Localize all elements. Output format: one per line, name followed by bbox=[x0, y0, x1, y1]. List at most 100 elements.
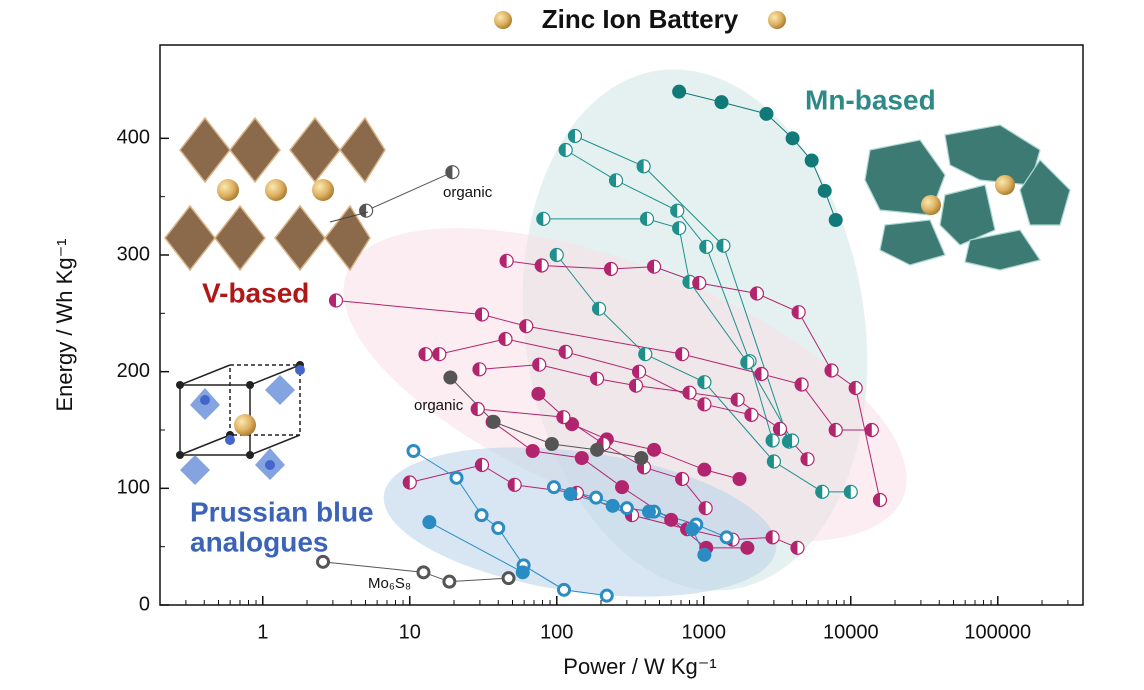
marker-half bbox=[403, 476, 410, 489]
data-point bbox=[664, 512, 679, 527]
marker-half bbox=[754, 367, 762, 381]
data-point bbox=[646, 259, 662, 274]
marker-half bbox=[559, 345, 566, 359]
data-point bbox=[848, 380, 863, 396]
data-point bbox=[544, 437, 559, 451]
x-tick-label: 1000 bbox=[682, 621, 727, 643]
data-point bbox=[672, 221, 687, 236]
data-point bbox=[402, 475, 417, 490]
marker-half bbox=[475, 458, 482, 472]
marker-body bbox=[316, 554, 331, 569]
data-point bbox=[672, 84, 687, 99]
marker-body bbox=[817, 183, 832, 198]
marker-body bbox=[759, 106, 774, 121]
data-point bbox=[872, 492, 888, 508]
data-point bbox=[800, 452, 815, 467]
data-point bbox=[532, 357, 547, 372]
data-point bbox=[716, 238, 731, 253]
marker-half bbox=[744, 408, 752, 422]
title-group: Zinc Ion Battery bbox=[494, 4, 786, 34]
marker-body bbox=[416, 565, 431, 580]
marker-body bbox=[546, 480, 561, 495]
marker-body bbox=[442, 574, 457, 589]
marker-body bbox=[525, 444, 540, 458]
data-point bbox=[605, 498, 620, 513]
data-point bbox=[519, 319, 534, 334]
series-line bbox=[322, 561, 509, 583]
data-point bbox=[719, 530, 734, 545]
data-point bbox=[639, 211, 655, 226]
series-line bbox=[506, 260, 881, 501]
marker-body bbox=[574, 451, 589, 465]
data-point bbox=[732, 472, 747, 486]
data-point bbox=[785, 131, 800, 146]
data-point bbox=[692, 275, 707, 291]
y-tick-label: 0 bbox=[139, 593, 150, 615]
marker-half bbox=[785, 434, 793, 447]
marker-body bbox=[531, 386, 546, 401]
marker-body bbox=[732, 472, 747, 486]
marker-half bbox=[829, 423, 836, 437]
plot-frame bbox=[159, 44, 1084, 606]
data-point bbox=[474, 508, 489, 523]
marker-half bbox=[329, 294, 337, 307]
data-point bbox=[556, 582, 571, 597]
data-point bbox=[790, 540, 805, 555]
data-point bbox=[817, 183, 832, 198]
marker-half bbox=[559, 143, 566, 157]
marker-body bbox=[515, 565, 530, 580]
data-point bbox=[697, 375, 712, 390]
marker-half bbox=[767, 455, 774, 468]
data-point bbox=[567, 128, 583, 144]
v-structure-illustration bbox=[164, 116, 386, 272]
marker-half bbox=[604, 262, 612, 276]
marker-half bbox=[359, 204, 367, 218]
data-point bbox=[699, 239, 714, 254]
data-point bbox=[472, 362, 487, 377]
data-point bbox=[824, 363, 839, 378]
data-point bbox=[864, 422, 879, 438]
data-point bbox=[828, 213, 843, 227]
data-point bbox=[754, 366, 769, 382]
marker-body bbox=[422, 515, 437, 530]
data-point bbox=[749, 286, 765, 301]
marker-half bbox=[535, 259, 542, 273]
data-point bbox=[675, 471, 690, 487]
data-point bbox=[491, 521, 506, 535]
data-point bbox=[474, 307, 490, 322]
data-point bbox=[418, 347, 433, 362]
marker-half bbox=[849, 381, 856, 395]
marker-half bbox=[773, 422, 780, 436]
marker-half bbox=[873, 493, 880, 507]
data-point bbox=[641, 504, 656, 519]
data-point bbox=[740, 355, 755, 370]
marker-half bbox=[498, 332, 506, 346]
marker-body bbox=[634, 451, 649, 465]
marker-half bbox=[568, 129, 575, 143]
data-point bbox=[549, 247, 564, 263]
title-bullet bbox=[768, 11, 786, 29]
data-point bbox=[498, 331, 513, 347]
marker-half bbox=[432, 347, 440, 361]
marker-body bbox=[697, 462, 712, 477]
marker-body bbox=[615, 480, 630, 495]
marker-half bbox=[637, 159, 644, 173]
y-tick-label: 400 bbox=[117, 127, 150, 149]
marker-body bbox=[486, 414, 501, 429]
marker-half bbox=[590, 372, 598, 386]
marker-half bbox=[532, 358, 540, 372]
marker-body bbox=[685, 522, 700, 537]
title-bullet bbox=[494, 11, 512, 29]
marker-half bbox=[629, 379, 637, 393]
data-point bbox=[619, 501, 634, 516]
data-point bbox=[843, 484, 858, 499]
marker-half bbox=[445, 165, 453, 179]
data-point bbox=[589, 490, 604, 505]
data-point bbox=[515, 565, 530, 580]
data-point bbox=[486, 414, 501, 429]
marker-half bbox=[792, 305, 799, 319]
leader-line bbox=[329, 211, 369, 223]
data-point bbox=[590, 442, 605, 457]
data-point bbox=[682, 385, 697, 400]
